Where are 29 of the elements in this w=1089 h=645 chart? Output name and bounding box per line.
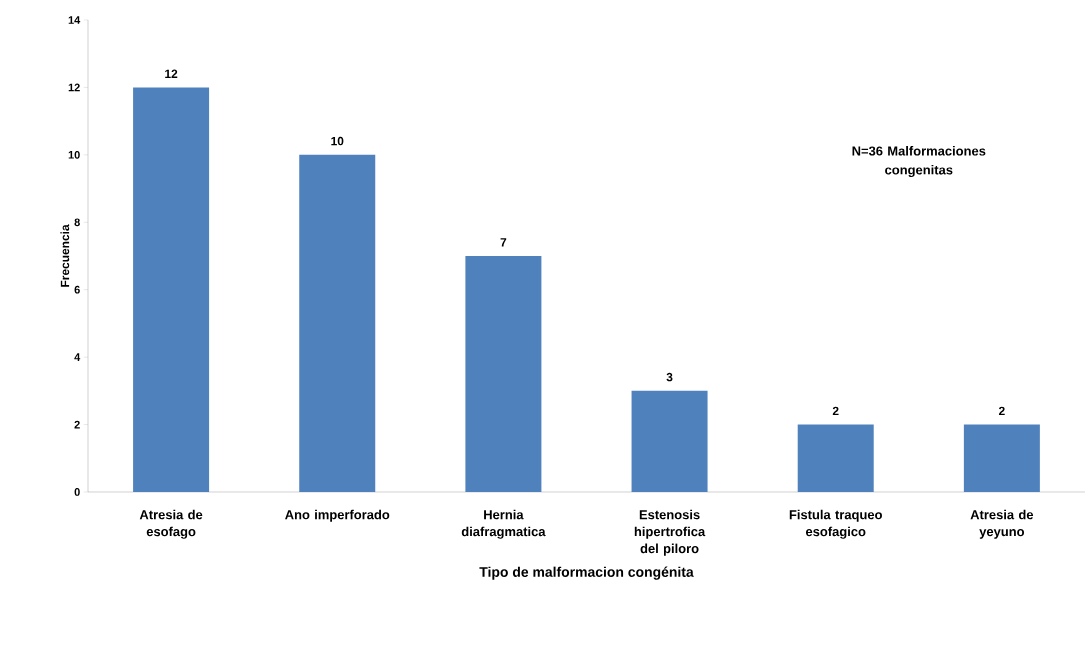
y-tick-label: 2 <box>74 420 80 429</box>
y-tick-label: 4 <box>74 353 81 361</box>
data-label: 2 <box>998 406 1005 416</box>
x-tick-label: Fistula traqueo esofagico <box>789 509 882 539</box>
y-axis-title: Frecuencia <box>60 224 70 287</box>
x-tick-label: Hernia diafragmatica <box>461 509 546 539</box>
bar <box>797 424 874 492</box>
bar <box>465 255 542 492</box>
y-tick-label: 10 <box>68 150 80 159</box>
data-label: 12 <box>165 69 178 78</box>
data-label: 7 <box>500 238 507 247</box>
bar <box>631 390 708 492</box>
bar <box>299 154 376 492</box>
x-tick-label: Atresia de esofago <box>139 509 203 539</box>
x-tick-label: Estenosis hipertrofica del piloro <box>634 509 706 556</box>
y-tick-label: 0 <box>74 488 80 496</box>
x-tick-label: Ano imperforado <box>285 509 390 522</box>
data-label: 10 <box>331 136 344 146</box>
bar <box>963 424 1040 492</box>
x-tick-label: Atresia de yeyuno <box>970 509 1034 539</box>
y-tick-label: 6 <box>74 285 80 294</box>
x-axis-title: Tipo de malformacion congénita <box>479 566 694 580</box>
annotation: N=36 Malformaciones congenitas <box>852 146 986 178</box>
data-label: 2 <box>832 406 839 416</box>
bar <box>133 87 210 492</box>
y-tick-label: 12 <box>68 83 80 92</box>
data-label: 3 <box>666 372 673 382</box>
y-tick-label: 14 <box>68 16 81 24</box>
y-tick-label: 8 <box>74 218 80 227</box>
